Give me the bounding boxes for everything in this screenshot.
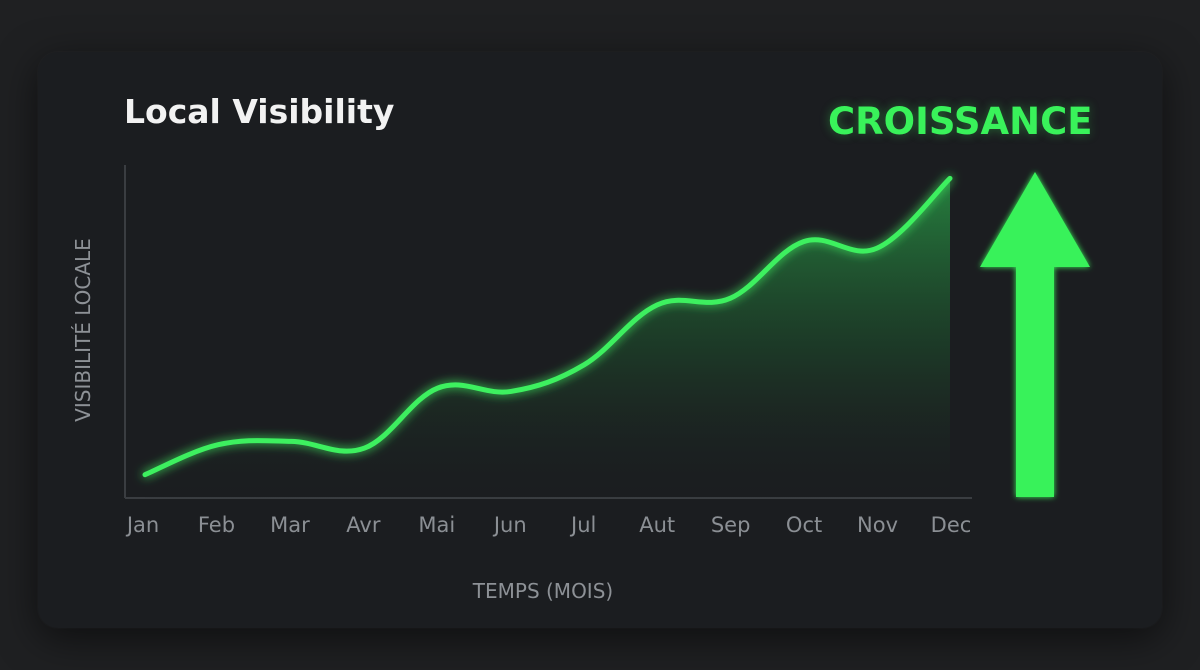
data-point-dec — [947, 175, 953, 181]
data-point-avr — [362, 445, 368, 451]
x-tick-nov: Nov — [857, 513, 898, 537]
data-point-feb — [215, 442, 221, 448]
x-tick-avr: Avr — [346, 513, 381, 537]
data-point-aut — [654, 302, 660, 308]
data-point-jul — [581, 362, 587, 368]
data-point-nov — [874, 245, 880, 251]
series-area — [145, 178, 950, 498]
x-axis-label: TEMPS (MOIS) — [472, 579, 613, 603]
data-point-oct — [801, 239, 807, 245]
growth-arrow-icon — [980, 172, 1090, 497]
x-tick-jun: Jun — [492, 513, 527, 537]
x-tick-sep: Sep — [711, 513, 751, 537]
x-tick-mar: Mar — [270, 513, 310, 537]
chart-card — [38, 52, 1162, 628]
x-tick-dec: Dec — [931, 513, 972, 537]
data-point-jun — [508, 388, 514, 394]
data-point-mai — [435, 385, 441, 391]
x-tick-oct: Oct — [786, 513, 822, 537]
x-tick-mai: Mai — [418, 513, 455, 537]
growth-annotation: CROISSANCE — [828, 100, 1093, 143]
x-tick-jul: Jul — [569, 513, 596, 537]
data-point-jan — [142, 472, 148, 478]
series-line — [142, 175, 953, 478]
y-axis-label: VISIBILITÉ LOCALE — [71, 238, 95, 422]
data-point-sep — [727, 295, 733, 301]
chart-title: Local Visibility — [124, 92, 395, 131]
x-tick-jan: Jan — [125, 513, 159, 537]
x-tick-feb: Feb — [198, 513, 235, 537]
x-tick-aut: Aut — [639, 513, 675, 537]
data-point-mar — [288, 438, 294, 444]
